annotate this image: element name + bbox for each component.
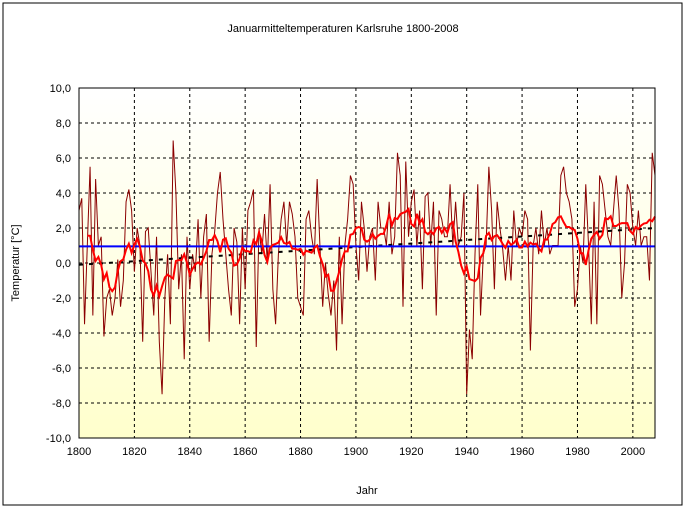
y-tick-label: -8,0	[52, 398, 71, 410]
plot-frame	[78, 87, 656, 439]
y-tick-label: 2,0	[56, 223, 71, 235]
x-tick-label: 1980	[565, 446, 589, 458]
x-tick-label: 1900	[344, 446, 368, 458]
annual-series-line	[78, 140, 656, 395]
y-tick-label: -4,0	[52, 328, 71, 340]
y-tick-label: 8,0	[56, 118, 71, 130]
y-tick-label: 0,0	[56, 258, 71, 270]
x-tick-label: 1920	[399, 446, 423, 458]
x-tick-label: 1960	[510, 446, 534, 458]
x-tick-label: 1880	[288, 446, 312, 458]
x-tick-label: 1840	[178, 446, 202, 458]
x-tick-label: 2000	[621, 446, 645, 458]
x-tick-label: 1940	[454, 446, 478, 458]
x-tick-label: 1820	[122, 446, 146, 458]
trend-line	[78, 227, 656, 266]
y-tick-label: 4,0	[56, 188, 71, 200]
x-tick-label: 1800	[67, 446, 91, 458]
y-tick-label: -6,0	[52, 363, 71, 375]
moving-average-line	[87, 206, 656, 300]
y-tick-label: -10,0	[46, 433, 71, 445]
x-tick-label: 1860	[233, 446, 257, 458]
y-tick-label: 6,0	[56, 153, 71, 165]
y-tick-label: 10,0	[50, 83, 71, 95]
y-axis-label: Temperatur [°C]	[10, 224, 22, 301]
x-axis-label: Jahr	[356, 485, 378, 497]
chart-title: Januarmitteltemperaturen Karlsruhe 1800-…	[227, 23, 458, 35]
y-tick-label: -2,0	[52, 293, 71, 305]
